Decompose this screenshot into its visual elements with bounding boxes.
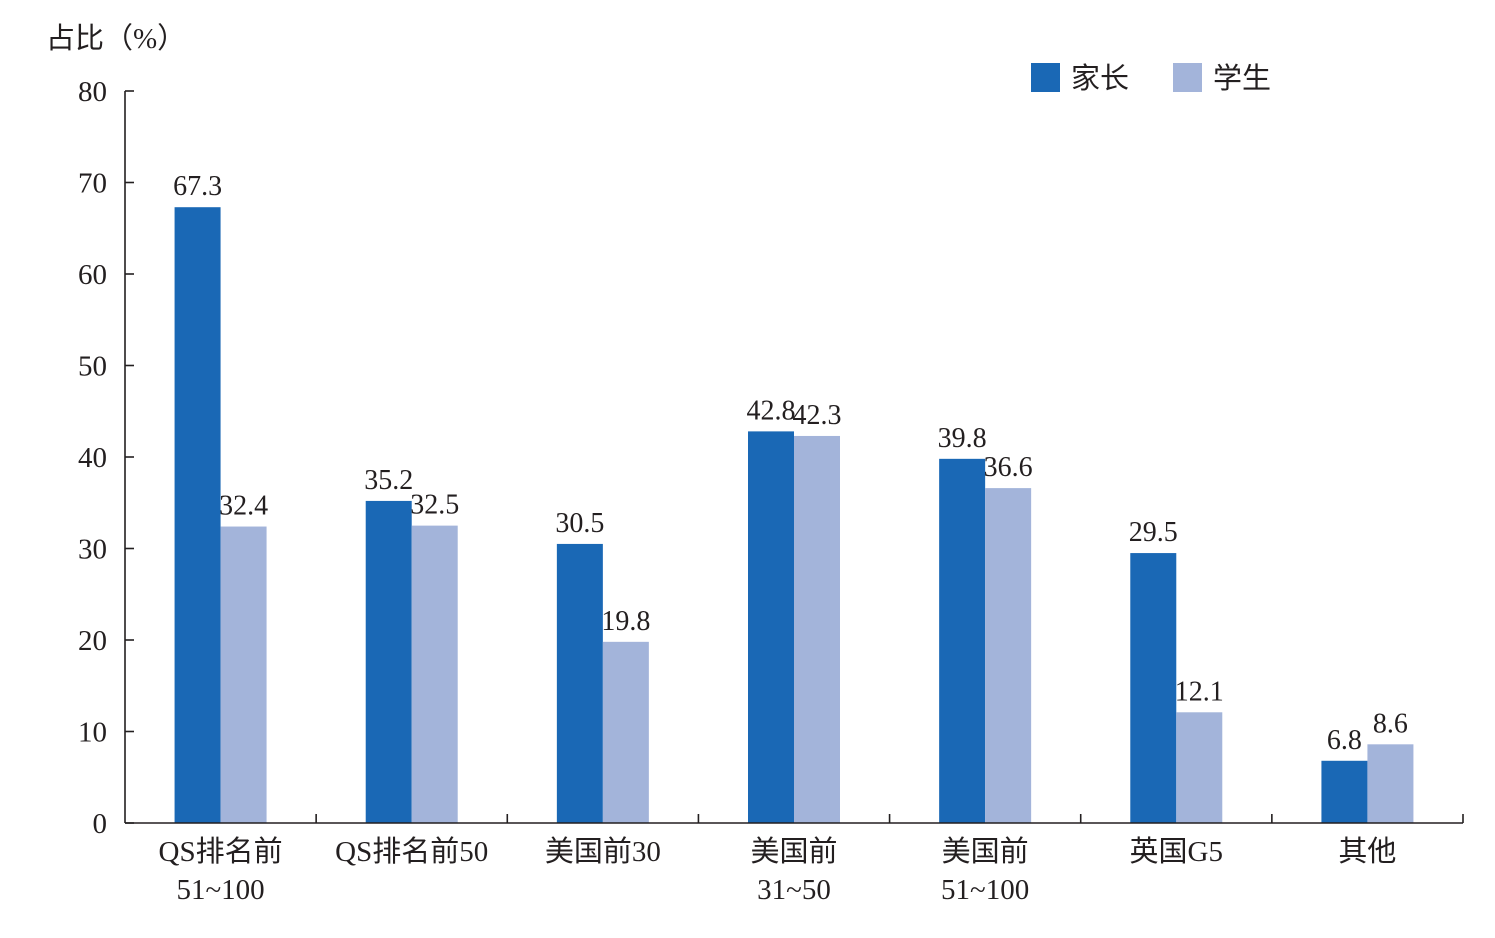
bar-parents-4: [939, 458, 986, 823]
legend-swatch-students: [1173, 63, 1202, 92]
data-label-parents-2: 30.5: [555, 508, 604, 539]
bar-students-1: [411, 525, 458, 823]
data-label-parents-1: 35.2: [364, 465, 413, 496]
bar-parents-2: [556, 543, 603, 823]
data-labels-group: 67.3 35.2 30.5 42.8 39.8 29.5 6.8 32.4 32.5 19.8 4…: [173, 171, 1408, 756]
y-tick-label: 80: [78, 76, 107, 108]
data-label-students-0: 32.4: [219, 491, 268, 522]
bar-parents-5: [1130, 553, 1177, 823]
legend-label-parents: 家长: [1071, 62, 1129, 95]
x-category-label: QS排名前 51~100: [159, 835, 283, 906]
axes-group: 0 10 20 30 40 50 60 70 80 QS排名前 51~100 QS排名前50 美国前30…: [78, 76, 1464, 906]
x-category-label: 其他: [1338, 835, 1396, 868]
x-category-label: 美国前30: [545, 835, 661, 868]
data-label-students-3: 42.3: [793, 400, 842, 431]
bar-students-3: [794, 435, 840, 823]
bar-students-0: [220, 526, 267, 823]
y-tick-label: 60: [78, 259, 107, 291]
data-label-students-2: 19.8: [601, 606, 650, 637]
y-tick-label: 0: [93, 808, 108, 840]
legend-swatch-parents: [1031, 63, 1060, 92]
y-tick-label: 70: [78, 168, 107, 200]
legend-label-students: 学生: [1213, 62, 1271, 95]
data-label-parents-5: 29.5: [1129, 517, 1178, 548]
y-tick-label: 10: [78, 717, 107, 749]
y-axis-title: 占比（%）: [46, 22, 186, 55]
data-label-parents-6: 6.8: [1327, 725, 1362, 756]
y-tick-label: 30: [78, 534, 107, 566]
legend: 家长 学生: [1031, 62, 1271, 95]
bar-students-2: [602, 641, 649, 823]
x-category-label: 美国前 31~50: [750, 835, 837, 906]
data-label-parents-0: 67.3: [173, 171, 222, 202]
y-tick-label: 20: [78, 625, 107, 657]
bar-parents-0: [174, 207, 221, 823]
data-label-students-5: 12.1: [1175, 676, 1224, 707]
data-label-students-4: 36.6: [984, 452, 1033, 483]
bar-students-6: [1367, 744, 1414, 823]
data-label-parents-3: 42.8: [747, 395, 796, 426]
bar-students-5: [1176, 712, 1223, 823]
bar-parents-1: [365, 500, 412, 823]
y-tick-label: 40: [78, 442, 107, 474]
bars-group: [174, 207, 1414, 823]
x-category-label: 美国前 51~100: [941, 835, 1029, 906]
data-label-parents-4: 39.8: [938, 423, 987, 454]
x-category-label: QS排名前50: [335, 835, 488, 868]
y-tick-label: 50: [78, 351, 107, 383]
data-label-students-1: 32.5: [410, 490, 459, 521]
bar-students-4: [985, 488, 1032, 823]
bar-parents-6: [1321, 760, 1368, 823]
bar-parents-3: [748, 431, 794, 823]
x-category-label: 英国G5: [1130, 835, 1223, 868]
data-label-students-6: 8.6: [1373, 708, 1408, 739]
